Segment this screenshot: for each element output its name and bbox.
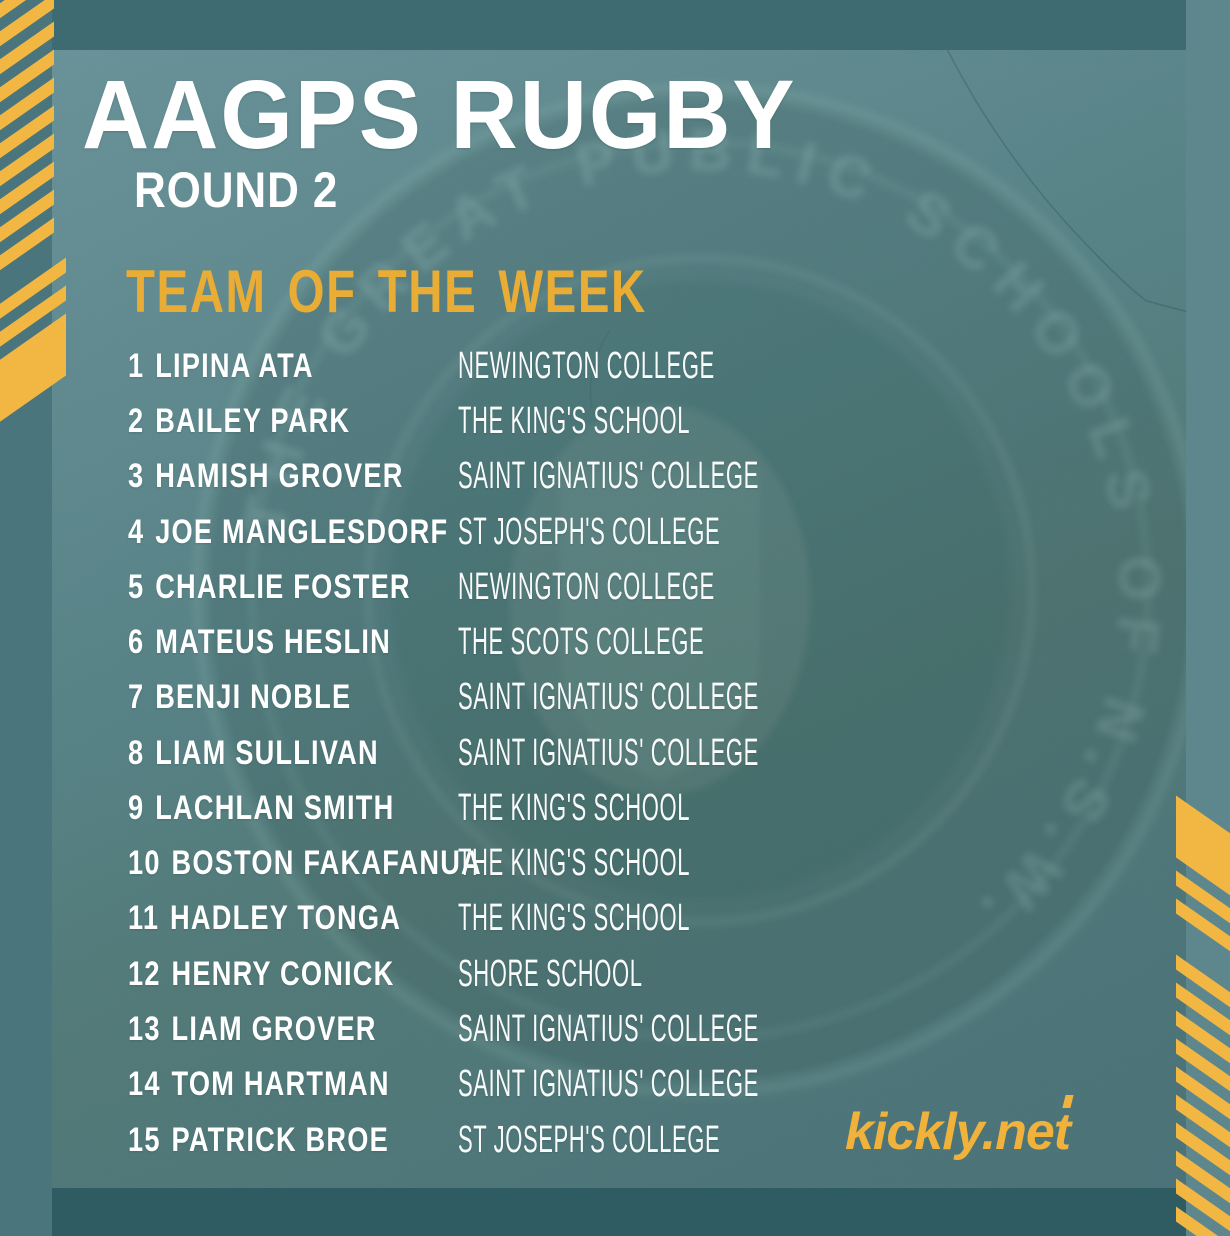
player-name: 8 LIAM SULLIVAN [128,734,379,772]
kickly-logo: kickly.net [845,1095,1074,1162]
player-number: 14 [128,1065,161,1103]
table-row: 12 HENRY CONICK SHORE SCHOOL [0,954,1230,994]
player-school: THE KING'S SCHOOL [458,787,691,829]
frame-bottom [0,1188,1230,1236]
table-row: 6 MATEUS HESLIN THE SCOTS COLLEGE [0,622,1230,662]
player-school: NEWINGTON COLLEGE [458,566,715,608]
player-name: 10 BOSTON FAKAFANUA [128,844,482,882]
player-number: 10 [128,844,161,882]
table-row: 1 LIPINA ATA NEWINGTON COLLEGE [0,346,1230,386]
player-number: 2 [128,402,145,440]
page-title: AAGPS RUGBY [82,60,797,169]
player-name: 6 MATEUS HESLIN [128,623,391,661]
player-school: THE KING'S SCHOOL [458,842,691,884]
player-number: 6 [128,623,145,661]
player-number: 5 [128,568,145,606]
stripes-top-left-icon [0,0,54,282]
table-row: 10 BOSTON FAKAFANUA THE KING'S SCHOOL [0,843,1230,883]
player-school: SAINT IGNATIUS' COLLEGE [458,676,759,718]
table-row: 9 LACHLAN SMITH THE KING'S SCHOOL [0,788,1230,828]
player-name: 9 LACHLAN SMITH [128,789,395,827]
player-school: SHORE SCHOOL [458,953,643,995]
table-row: 8 LIAM SULLIVAN SAINT IGNATIUS' COLLEGE [0,733,1230,773]
table-row: 3 HAMISH GROVER SAINT IGNATIUS' COLLEGE [0,456,1230,496]
player-school: ST JOSEPH'S COLLEGE [458,1119,721,1161]
player-number: 1 [128,347,145,385]
player-school: ST JOSEPH'S COLLEGE [458,511,721,553]
table-row: 11 HADLEY TONGA THE KING'S SCHOOL [0,898,1230,938]
player-name: 14 TOM HARTMAN [128,1065,390,1103]
table-row: 2 BAILEY PARK THE KING'S SCHOOL [0,401,1230,441]
table-row: 13 LIAM GROVER SAINT IGNATIUS' COLLEGE [0,1009,1230,1049]
player-number: 3 [128,457,145,495]
table-row: 15 PATRICK BROE ST JOSEPH'S COLLEGE [0,1120,1230,1160]
player-name: 13 LIAM GROVER [128,1010,377,1048]
table-row: 5 CHARLIE FOSTER NEWINGTON COLLEGE [0,567,1230,607]
player-number: 4 [128,513,145,551]
player-school: THE KING'S SCHOOL [458,897,691,939]
player-school: SAINT IGNATIUS' COLLEGE [458,455,759,497]
player-number: 12 [128,955,161,993]
player-number: 7 [128,678,145,716]
player-name: 1 LIPINA ATA [128,347,314,385]
player-name: 2 BAILEY PARK [128,402,351,440]
round-label: ROUND 2 [134,162,339,218]
player-name: 5 CHARLIE FOSTER [128,568,411,606]
table-row: 14 TOM HARTMAN SAINT IGNATIUS' COLLEGE [0,1064,1230,1104]
player-school: SAINT IGNATIUS' COLLEGE [458,1008,759,1050]
player-name: 15 PATRICK BROE [128,1121,389,1159]
player-name: 7 BENJI NOBLE [128,678,352,716]
subtitle-team-of-the-week: TEAM OF THE WEEK [126,258,647,325]
player-school: SAINT IGNATIUS' COLLEGE [458,732,759,774]
player-number: 9 [128,789,145,827]
player-school: THE KING'S SCHOOL [458,400,691,442]
frame-top [0,0,1230,50]
player-name: 12 HENRY CONICK [128,955,395,993]
player-number: 15 [128,1121,161,1159]
player-name: 11 HADLEY TONGA [128,899,402,937]
player-number: 8 [128,734,145,772]
player-name: 3 HAMISH GROVER [128,457,404,495]
player-school: THE SCOTS COLLEGE [458,621,705,663]
player-school: NEWINGTON COLLEGE [458,345,715,387]
player-name: 4 JOE MANGLESDORF [128,513,449,551]
player-school: SAINT IGNATIUS' COLLEGE [458,1063,759,1105]
table-row: 4 JOE MANGLESDORF ST JOSEPH'S COLLEGE [0,512,1230,552]
table-row: 7 BENJI NOBLE SAINT IGNATIUS' COLLEGE [0,677,1230,717]
player-number: 11 [128,899,160,937]
player-number: 13 [128,1010,161,1048]
kickly-logo-text: kickly.net [845,1103,1071,1161]
